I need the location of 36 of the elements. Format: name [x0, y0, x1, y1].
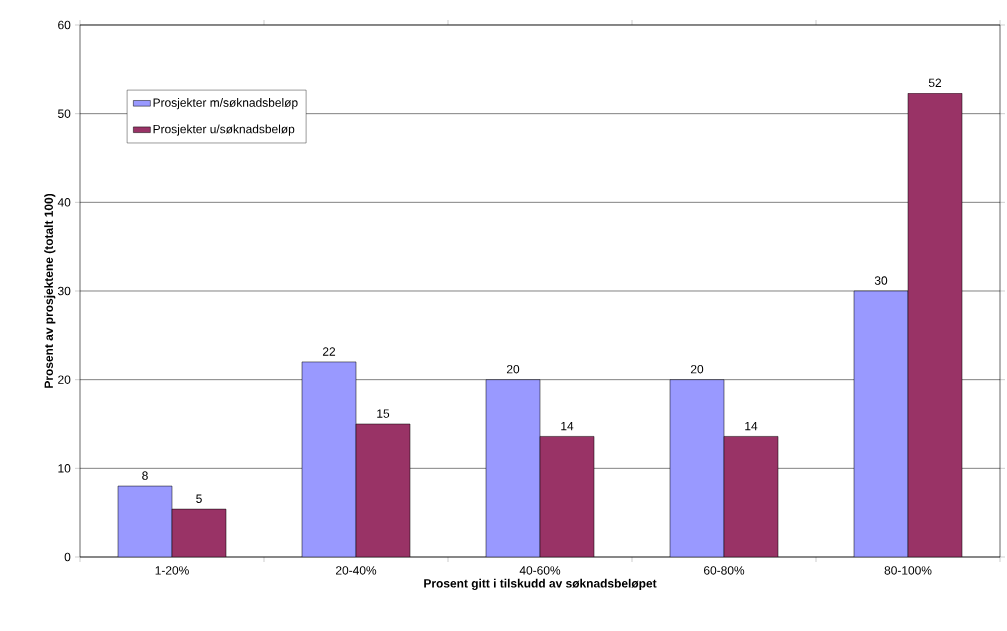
- legend-label: Prosjekter u/søknadsbeløp: [153, 124, 295, 136]
- bar: [539, 436, 595, 557]
- data-label: 20: [690, 364, 704, 374]
- data-label: 52: [928, 78, 942, 88]
- data-label: 8: [142, 471, 148, 480]
- y-tick-label: 20: [58, 375, 71, 384]
- data-label: 20: [506, 364, 520, 374]
- data-label: 15: [377, 409, 390, 418]
- y-tick-label: 50: [58, 109, 71, 118]
- bar: [723, 436, 779, 557]
- x-tick-label: 20-40%: [335, 566, 377, 575]
- bar: [853, 290, 909, 557]
- x-axis-title: Prosent gitt i tilskudd av søknadsbeløpet: [424, 578, 657, 591]
- legend-label: Prosjekter m/søknadsbeløp: [153, 98, 298, 110]
- y-axis-title: Prosent av prosjektene (totalt 100): [44, 193, 56, 388]
- data-label: 14: [745, 421, 758, 431]
- bar: [485, 379, 541, 557]
- y-tick-label: 0: [64, 552, 71, 562]
- bar: [669, 379, 725, 557]
- bar: [907, 93, 963, 557]
- x-tick-label: 60-80%: [704, 566, 745, 575]
- bar: [117, 485, 173, 557]
- y-tick-label: 10: [58, 464, 71, 473]
- data-label: 5: [196, 494, 202, 503]
- x-tick-label: 40-60%: [519, 566, 561, 575]
- x-tick-label: 80-100%: [884, 566, 932, 575]
- bar: [355, 423, 411, 557]
- data-label: 22: [322, 347, 336, 356]
- bar: [171, 508, 227, 557]
- data-label: 14: [561, 421, 574, 431]
- bar: [301, 361, 357, 557]
- y-tick-label: 40: [57, 198, 71, 207]
- y-tick-label: 60: [58, 20, 71, 30]
- y-tick-label: 30: [57, 286, 71, 296]
- data-label: 30: [874, 276, 888, 285]
- x-tick-label: 1-20%: [155, 566, 189, 575]
